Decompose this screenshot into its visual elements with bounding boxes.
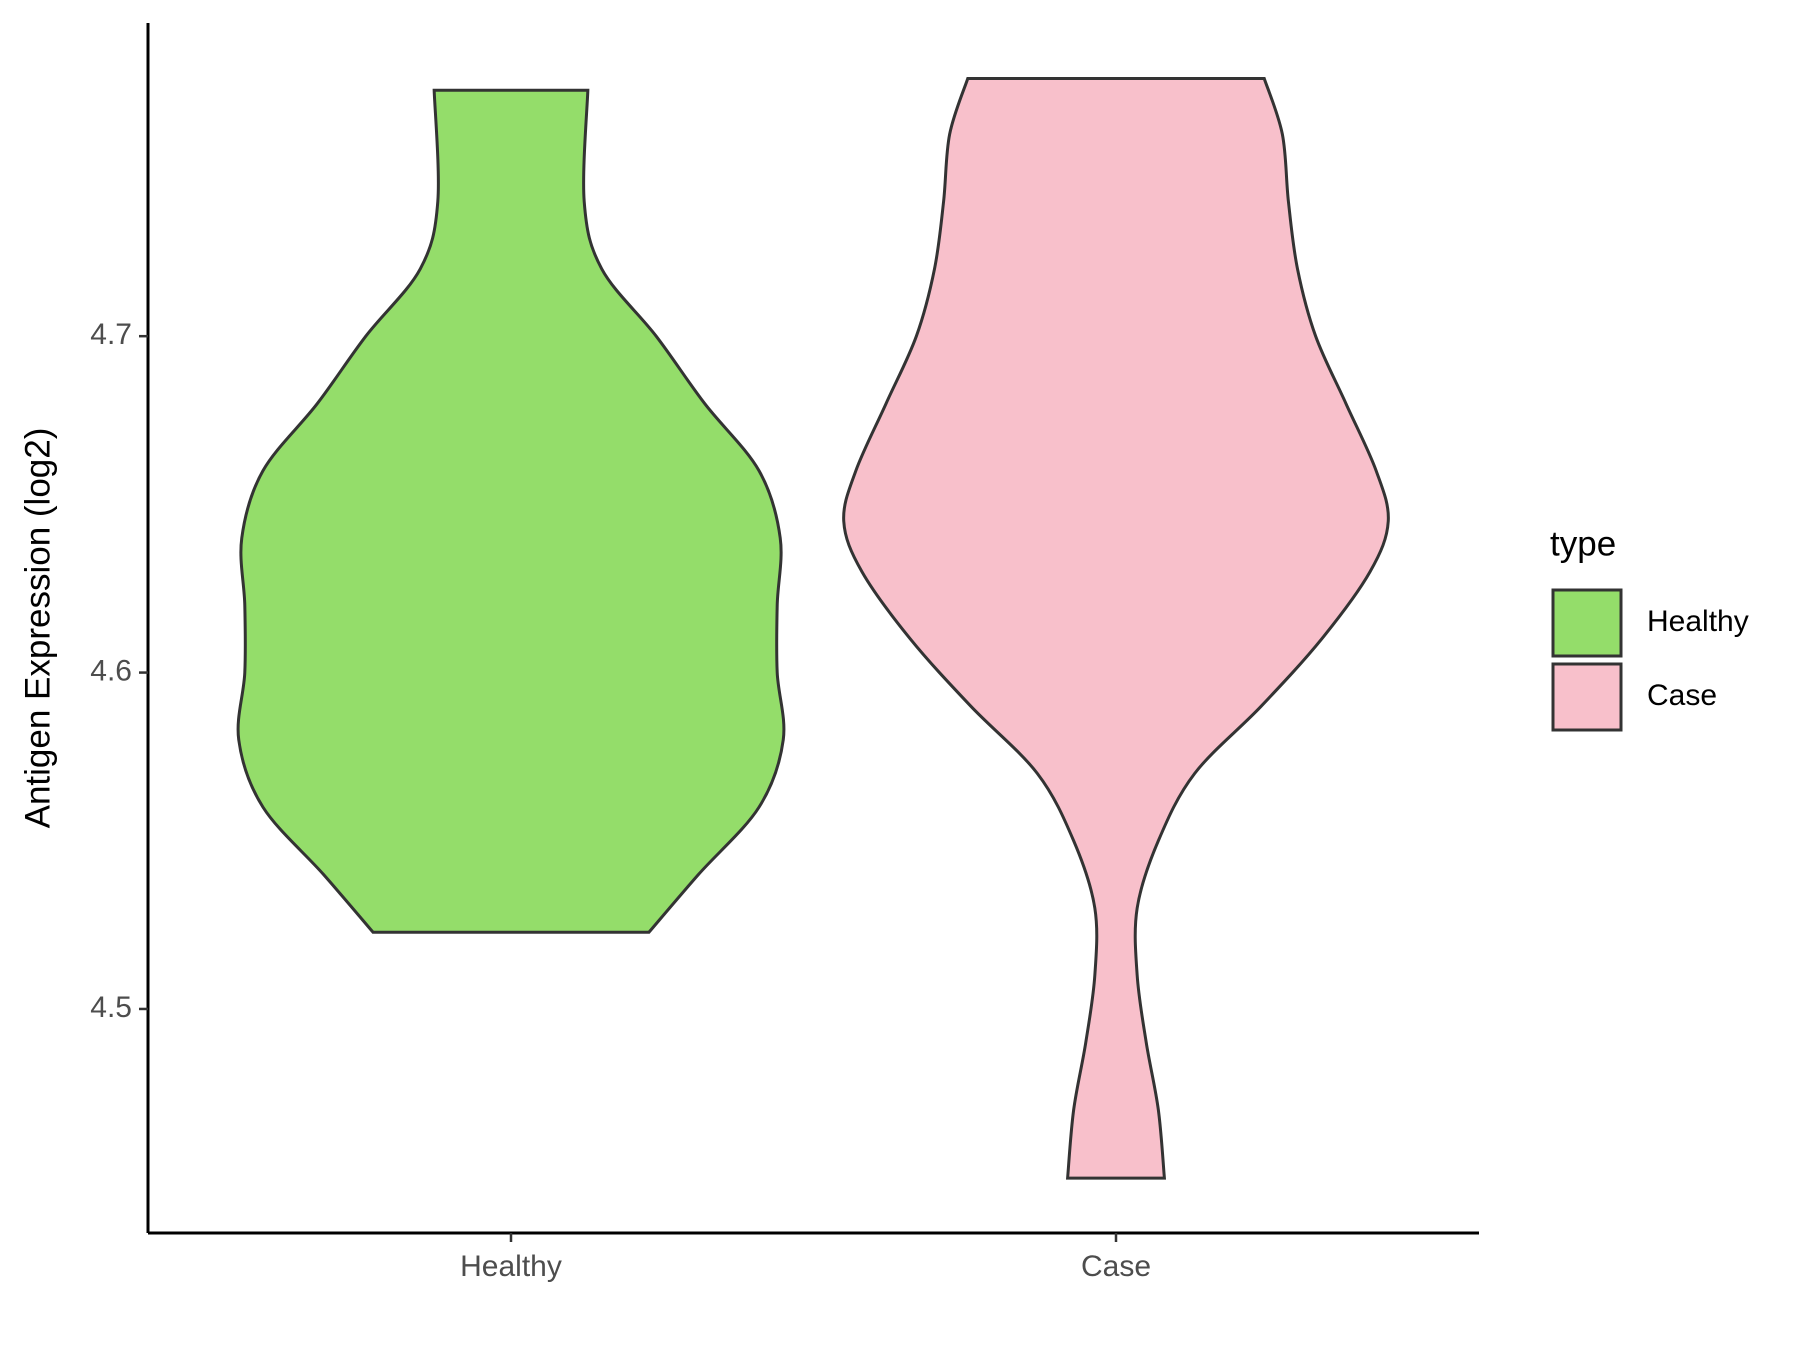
legend-label: Healthy — [1647, 605, 1749, 638]
legend-key — [1551, 662, 1623, 732]
legend-label: Case — [1647, 679, 1717, 712]
x-tick-label: Healthy — [460, 1250, 562, 1283]
legend-key — [1551, 588, 1623, 658]
y-tick-label: 4.6 — [90, 654, 132, 687]
violin — [236, 88, 786, 934]
y-tick-label: 4.5 — [90, 991, 132, 1024]
violin — [842, 77, 1390, 1180]
x-tick-label: Case — [1081, 1250, 1151, 1283]
y-axis-label: Antigen Expression (log2) — [18, 428, 57, 829]
y-tick-label: 4.7 — [90, 318, 132, 351]
legend-title: type — [1550, 524, 1616, 563]
